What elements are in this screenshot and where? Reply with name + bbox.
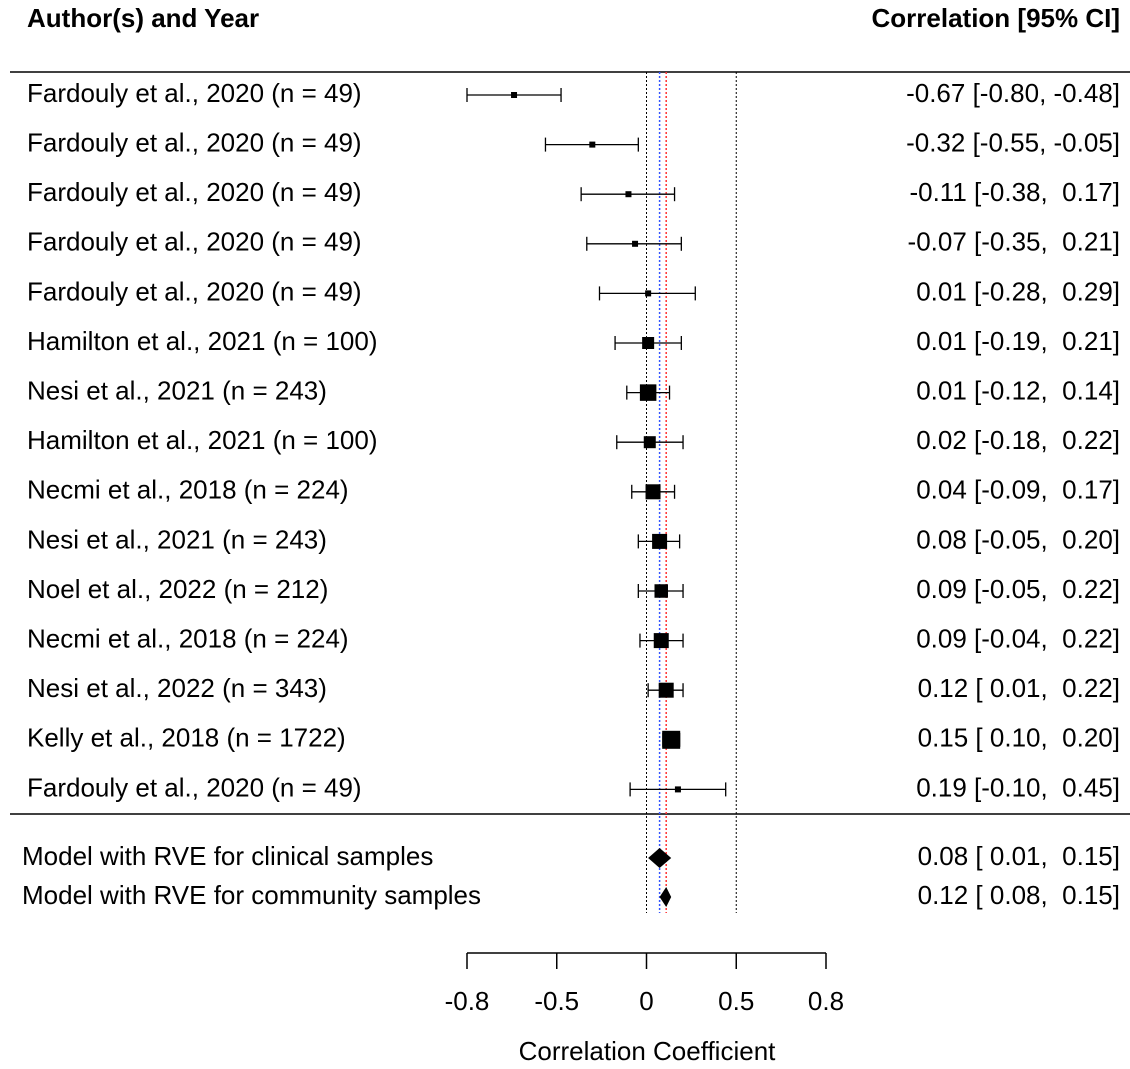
- point-estimate: [654, 584, 668, 598]
- value-label: 0.09 [-0.04, 0.22]: [916, 623, 1120, 653]
- point-estimate: [674, 786, 681, 793]
- point-estimate: [645, 290, 652, 297]
- study-label: Nesi et al., 2021 (n = 243): [27, 524, 327, 554]
- value-label: 0.09 [-0.05, 0.22]: [916, 574, 1120, 604]
- study-label: Fardouly et al., 2020 (n = 49): [27, 127, 362, 157]
- point-estimate: [645, 484, 661, 500]
- summary-value-label: 0.12 [ 0.08, 0.15]: [918, 880, 1120, 910]
- point-estimate: [652, 533, 668, 549]
- value-label: 0.04 [-0.09, 0.17]: [916, 475, 1120, 505]
- x-tick-label: 0.8: [808, 986, 844, 1016]
- value-label: 0.01 [-0.28, 0.29]: [916, 276, 1120, 306]
- value-label: 0.02 [-0.18, 0.22]: [916, 425, 1120, 455]
- x-tick-label: -0.8: [445, 986, 490, 1016]
- point-estimate: [632, 240, 639, 247]
- x-tick-label: -0.5: [534, 986, 579, 1016]
- study-label: Hamilton et al., 2021 (n = 100): [27, 326, 377, 356]
- study-label: Nesi et al., 2022 (n = 343): [27, 673, 327, 703]
- summary-label: Model with RVE for community samples: [22, 880, 481, 910]
- point-estimate: [589, 141, 596, 148]
- summary-label: Model with RVE for clinical samples: [22, 841, 433, 871]
- value-label: 0.01 [-0.19, 0.21]: [916, 326, 1120, 356]
- point-estimate: [625, 191, 632, 198]
- point-estimate: [642, 337, 655, 349]
- study-label: Necmi et al., 2018 (n = 224): [27, 623, 349, 653]
- point-estimate: [511, 92, 518, 98]
- summary-value-label: 0.08 [ 0.01, 0.15]: [918, 841, 1120, 871]
- point-estimate: [639, 384, 657, 401]
- value-label: 0.15 [ 0.10, 0.20]: [918, 723, 1120, 753]
- value-label: -0.11 [-0.38, 0.17]: [909, 177, 1120, 207]
- study-label: Fardouly et al., 2020 (n = 49): [27, 276, 362, 306]
- x-axis-label: Correlation Coefficient: [519, 1036, 777, 1066]
- study-label: Fardouly et al., 2020 (n = 49): [27, 177, 362, 207]
- x-tick-label: 0.5: [718, 986, 754, 1016]
- value-label: -0.32 [-0.55, -0.05]: [906, 127, 1120, 157]
- value-label: 0.12 [ 0.01, 0.22]: [918, 673, 1120, 703]
- study-label: Kelly et al., 2018 (n = 1722): [27, 723, 346, 753]
- point-estimate: [653, 633, 669, 649]
- study-label: Hamilton et al., 2021 (n = 100): [27, 425, 377, 455]
- study-label: Necmi et al., 2018 (n = 224): [27, 475, 349, 505]
- study-label: Fardouly et al., 2020 (n = 49): [27, 227, 362, 257]
- summary-diamond: [659, 887, 672, 907]
- column-header: Author(s) and Year: [27, 3, 259, 33]
- study-label: Noel et al., 2022 (n = 212): [27, 574, 328, 604]
- value-label: 0.08 [-0.05, 0.20]: [916, 524, 1120, 554]
- study-label: Nesi et al., 2021 (n = 243): [27, 375, 327, 405]
- value-label: 0.19 [-0.10, 0.45]: [916, 772, 1120, 802]
- study-label: Fardouly et al., 2020 (n = 49): [27, 772, 362, 802]
- value-label: -0.67 [-0.80, -0.48]: [906, 78, 1120, 108]
- point-estimate: [662, 730, 681, 749]
- point-estimate: [643, 436, 656, 449]
- summary-diamond: [648, 848, 672, 868]
- value-label: 0.01 [-0.12, 0.14]: [916, 375, 1120, 405]
- x-tick-label: 0: [639, 986, 653, 1016]
- column-header: Correlation [95% CI]: [872, 3, 1121, 33]
- study-label: Fardouly et al., 2020 (n = 49): [27, 78, 362, 108]
- value-label: -0.07 [-0.35, 0.21]: [908, 227, 1120, 257]
- point-estimate: [658, 682, 674, 698]
